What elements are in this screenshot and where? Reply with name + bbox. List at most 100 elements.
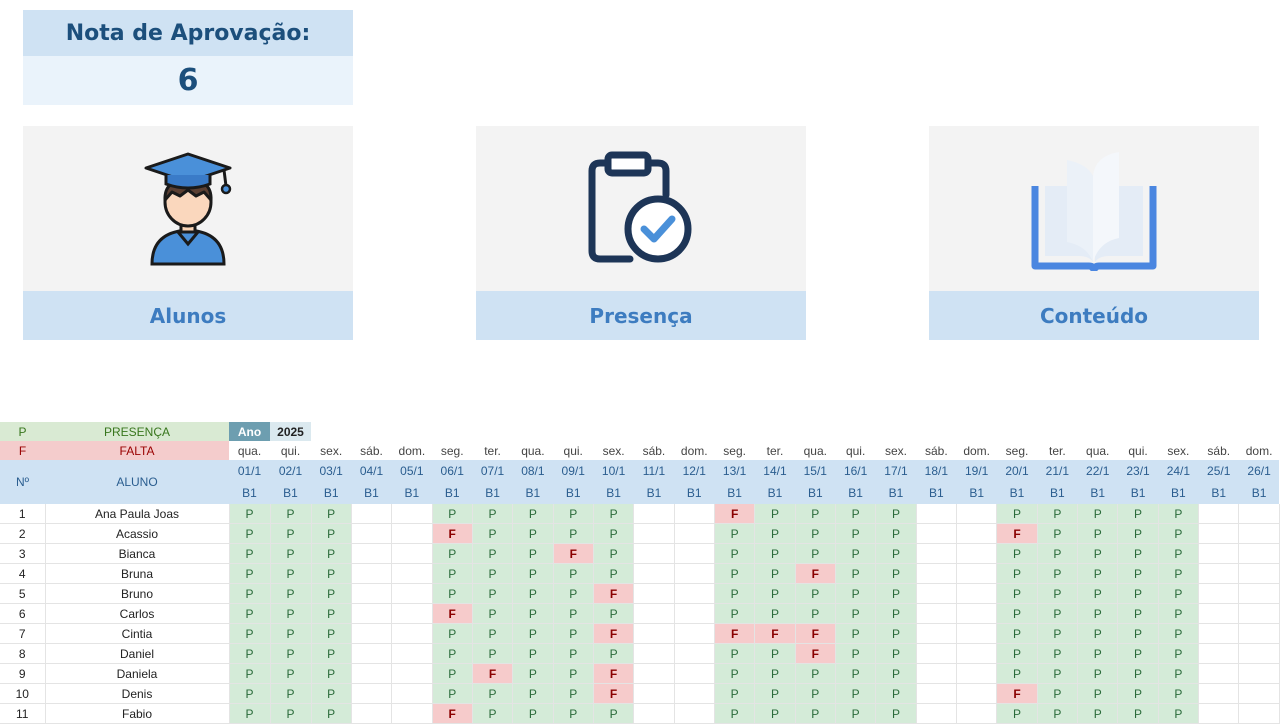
- attendance-cell[interactable]: [956, 543, 998, 564]
- attendance-cell[interactable]: F: [795, 643, 836, 664]
- attendance-cell[interactable]: P: [432, 663, 473, 684]
- attendance-cell[interactable]: P: [311, 663, 352, 684]
- weekday-cell[interactable]: qui.: [280, 443, 301, 458]
- bimester-cell[interactable]: B1: [1198, 482, 1239, 504]
- attendance-cell[interactable]: P: [229, 663, 271, 684]
- student-name[interactable]: Fabio: [45, 703, 230, 724]
- attendance-cell[interactable]: P: [1158, 504, 1200, 524]
- attendance-cell[interactable]: [674, 603, 715, 624]
- attendance-cell[interactable]: P: [593, 643, 635, 664]
- attendance-cell[interactable]: [1198, 663, 1240, 684]
- attendance-cell[interactable]: [391, 504, 433, 524]
- attendance-cell[interactable]: [956, 703, 998, 724]
- attendance-cell[interactable]: F: [432, 703, 473, 724]
- attendance-cell[interactable]: [1238, 504, 1280, 524]
- attendance-cell[interactable]: [674, 504, 715, 524]
- student-number[interactable]: 11: [0, 703, 46, 724]
- date-cell[interactable]: 01/1: [229, 460, 270, 482]
- presenca-button[interactable]: Presença: [476, 126, 806, 340]
- weekday-cell[interactable]: seg.: [440, 443, 464, 458]
- attendance-cell[interactable]: P: [1158, 603, 1200, 624]
- header-student[interactable]: ALUNO: [45, 460, 229, 504]
- student-name[interactable]: Ana Paula Joas: [45, 504, 230, 524]
- attendance-cell[interactable]: P: [875, 504, 917, 524]
- attendance-cell[interactable]: P: [472, 543, 514, 564]
- bimester-cell[interactable]: B1: [1238, 482, 1280, 504]
- date-cell[interactable]: 13/1: [714, 460, 755, 482]
- attendance-cell[interactable]: P: [270, 643, 312, 664]
- date-cell[interactable]: 11/1: [633, 460, 675, 482]
- attendance-cell[interactable]: [391, 603, 433, 624]
- attendance-cell[interactable]: P: [1037, 563, 1079, 584]
- attendance-cell[interactable]: [1238, 683, 1280, 704]
- attendance-cell[interactable]: P: [1158, 523, 1200, 544]
- attendance-cell[interactable]: P: [1117, 683, 1159, 704]
- bimester-cell[interactable]: B1: [1158, 482, 1199, 504]
- student-number[interactable]: 7: [0, 623, 46, 644]
- attendance-cell[interactable]: F: [472, 663, 514, 684]
- attendance-cell[interactable]: P: [229, 683, 271, 704]
- attendance-cell[interactable]: [1238, 643, 1280, 664]
- weekday-cell[interactable]: sáb.: [642, 443, 666, 458]
- weekday-cell[interactable]: qua.: [1086, 443, 1110, 458]
- attendance-cell[interactable]: [956, 583, 998, 604]
- attendance-cell[interactable]: P: [996, 583, 1038, 604]
- attendance-cell[interactable]: P: [270, 683, 312, 704]
- attendance-cell[interactable]: P: [996, 643, 1038, 664]
- weekday-cell[interactable]: qui.: [563, 443, 583, 458]
- attendance-cell[interactable]: [674, 663, 715, 684]
- attendance-cell[interactable]: P: [875, 523, 917, 544]
- attendance-cell[interactable]: P: [472, 523, 514, 544]
- attendance-cell[interactable]: P: [229, 643, 271, 664]
- attendance-cell[interactable]: P: [432, 504, 473, 524]
- attendance-cell[interactable]: [391, 543, 433, 564]
- attendance-cell[interactable]: P: [754, 603, 796, 624]
- attendance-cell[interactable]: [351, 563, 393, 584]
- attendance-cell[interactable]: P: [553, 563, 594, 584]
- alunos-button[interactable]: Alunos: [23, 126, 353, 340]
- attendance-cell[interactable]: P: [432, 563, 473, 584]
- date-cell[interactable]: 24/1: [1158, 460, 1199, 482]
- attendance-cell[interactable]: P: [754, 504, 796, 524]
- attendance-cell[interactable]: P: [432, 643, 473, 664]
- attendance-cell[interactable]: [1238, 543, 1280, 564]
- attendance-cell[interactable]: P: [472, 643, 514, 664]
- attendance-cell[interactable]: [1198, 703, 1240, 724]
- student-number[interactable]: 9: [0, 663, 46, 684]
- attendance-cell[interactable]: P: [1077, 623, 1119, 644]
- attendance-cell[interactable]: P: [512, 623, 554, 644]
- attendance-cell[interactable]: P: [472, 603, 514, 624]
- attendance-cell[interactable]: P: [1037, 663, 1079, 684]
- attendance-cell[interactable]: [391, 663, 433, 684]
- attendance-cell[interactable]: P: [1117, 523, 1159, 544]
- approval-grade-value[interactable]: 6: [23, 56, 353, 105]
- attendance-cell[interactable]: P: [512, 703, 554, 724]
- attendance-cell[interactable]: P: [270, 663, 312, 684]
- attendance-cell[interactable]: P: [875, 603, 917, 624]
- date-cell[interactable]: 05/1: [391, 460, 433, 482]
- attendance-cell[interactable]: [1198, 523, 1240, 544]
- attendance-cell[interactable]: [351, 703, 393, 724]
- attendance-cell[interactable]: P: [714, 523, 756, 544]
- attendance-cell[interactable]: [1238, 703, 1280, 724]
- attendance-cell[interactable]: P: [795, 504, 836, 524]
- bimester-cell[interactable]: B1: [956, 482, 997, 504]
- attendance-cell[interactable]: P: [593, 523, 635, 544]
- attendance-cell[interactable]: P: [229, 703, 271, 724]
- attendance-cell[interactable]: P: [714, 683, 756, 704]
- header-number[interactable]: Nº: [0, 460, 45, 504]
- attendance-cell[interactable]: F: [795, 623, 836, 644]
- bimester-cell[interactable]: B1: [674, 482, 715, 504]
- attendance-cell[interactable]: [916, 504, 958, 524]
- attendance-cell[interactable]: P: [875, 583, 917, 604]
- attendance-cell[interactable]: F: [553, 543, 594, 564]
- attendance-cell[interactable]: F: [593, 583, 635, 604]
- attendance-cell[interactable]: [1198, 643, 1240, 664]
- attendance-cell[interactable]: P: [835, 563, 877, 584]
- date-cell[interactable]: 15/1: [795, 460, 836, 482]
- attendance-cell[interactable]: P: [714, 643, 756, 664]
- student-name[interactable]: Daniel: [45, 643, 230, 664]
- attendance-cell[interactable]: P: [996, 504, 1038, 524]
- attendance-cell[interactable]: [956, 603, 998, 624]
- weekday-cell[interactable]: qui.: [1128, 443, 1148, 458]
